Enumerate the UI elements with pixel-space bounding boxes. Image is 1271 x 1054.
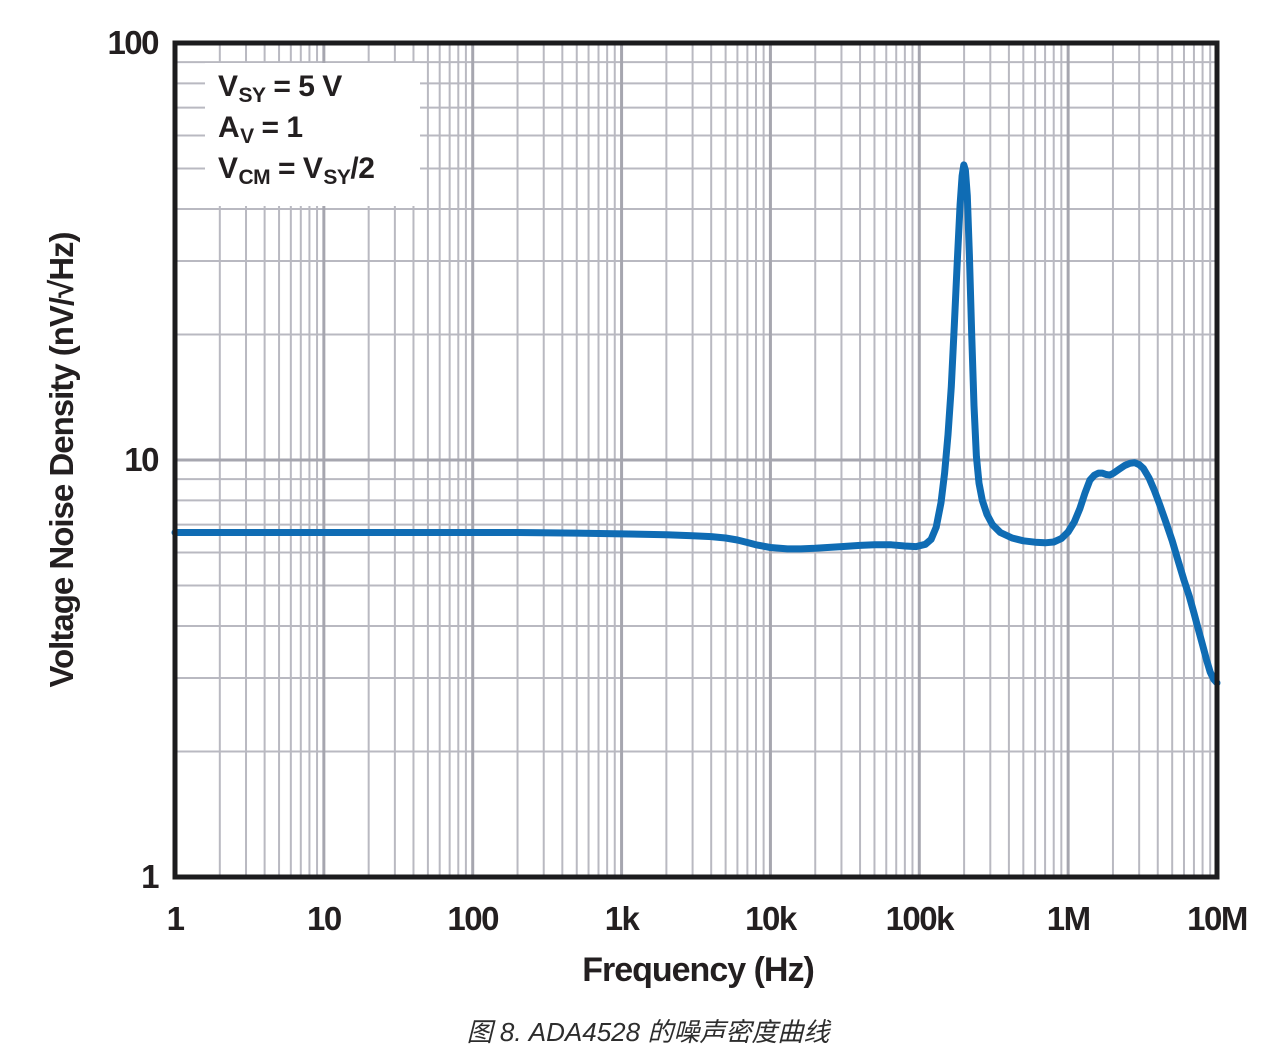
condition-text: = 1	[253, 111, 304, 144]
x-axis-title: Frequency (Hz)	[582, 951, 815, 989]
condition-subscript: SY	[323, 166, 351, 189]
x-tick-label-1k: 1k	[604, 900, 640, 937]
condition-line: AV = 1	[218, 107, 374, 148]
y-tick-label-10: 10	[124, 441, 159, 478]
condition-line: VCM = VSY/2	[218, 148, 375, 189]
annotation-backing	[205, 63, 420, 206]
condition-text: A	[218, 111, 240, 144]
condition-text: V	[218, 70, 238, 103]
condition-line: VSY = 5 V	[218, 66, 374, 107]
test-conditions-annotation: VSY = 5 V AV = 1 VCM = VSY/2	[218, 66, 375, 189]
figure-caption: 图 8. ADA4528 的噪声密度曲线	[466, 1017, 830, 1047]
x-tick-label-100: 100	[447, 900, 499, 937]
x-tick-label-10: 10	[306, 900, 342, 937]
x-tick-label-10k: 10k	[745, 900, 797, 937]
condition-text: = 5 V	[265, 70, 342, 103]
condition-text: V	[218, 152, 238, 185]
condition-subscript: SY	[238, 84, 267, 107]
x-tick-label-10M: 10M	[1187, 900, 1248, 937]
condition-subscript: CM	[238, 166, 271, 189]
x-tick-label-1M: 1M	[1046, 900, 1091, 937]
x-tick-label-1: 1	[166, 900, 185, 937]
x-tick-label-100k: 100k	[885, 900, 955, 937]
y-tick-label-100: 100	[107, 24, 159, 61]
condition-subscript: V	[240, 125, 254, 148]
condition-text: = V	[270, 152, 323, 185]
plot-frame	[172, 40, 1220, 880]
condition-text: /2	[350, 152, 375, 185]
y-tick-label-1: 1	[141, 858, 159, 895]
noise-density-curve	[171, 161, 1221, 687]
